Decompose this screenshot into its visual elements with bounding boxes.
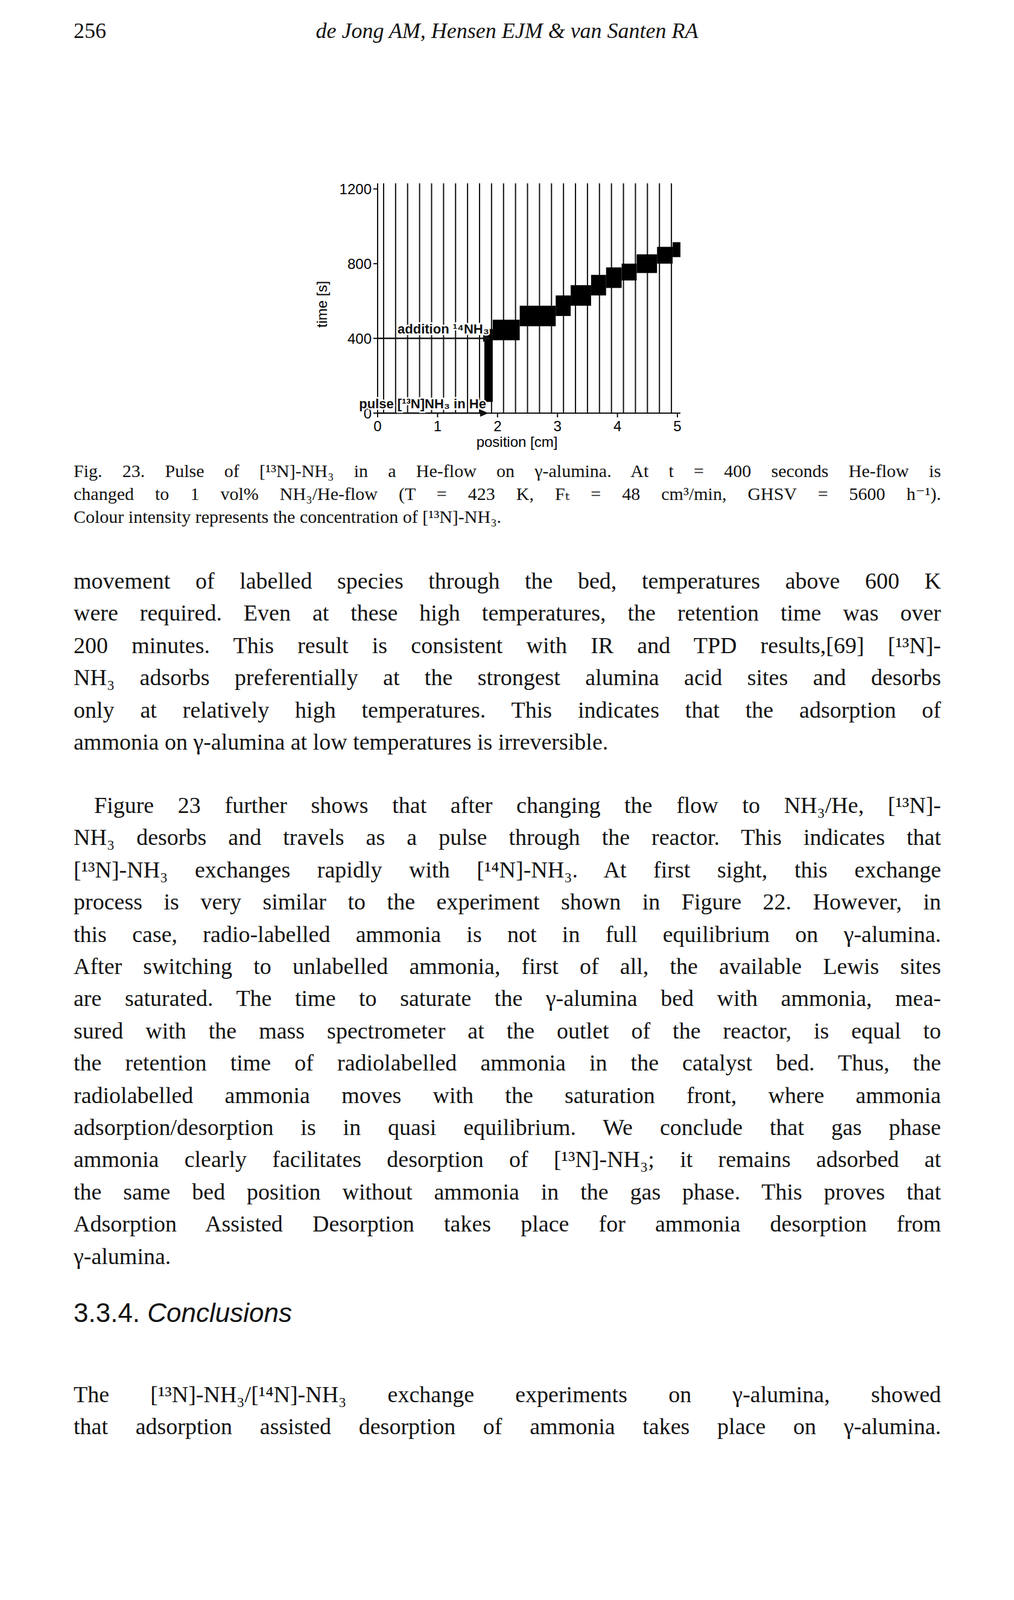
conclusion-line: The [¹³N]-NH₃/[¹⁴N]-NH₃ exchange experim… <box>73 1378 942 1411</box>
body-line: [¹³N]-NH₃ exchanges rapidly with [¹⁴N]-N… <box>73 854 942 887</box>
y-axis-label: time [s] <box>313 281 330 328</box>
bin-edge <box>658 183 660 414</box>
x-tick <box>676 413 679 418</box>
bin-edge <box>407 183 409 414</box>
figure: 01234504008001200position [cm]time [s]pu… <box>0 0 1014 459</box>
bin-edge <box>442 183 444 414</box>
x-axis <box>377 412 681 414</box>
bin-edge <box>670 183 672 414</box>
body-line: ammonia on γ-alumina at low temperatures… <box>73 726 942 759</box>
bin-edge <box>419 183 421 414</box>
activity-block <box>492 319 520 341</box>
x-tick-label: 4 <box>613 418 622 435</box>
annotation-text: addition ¹⁴NH₃ <box>397 321 490 337</box>
activity-block <box>519 305 557 327</box>
bin-edge <box>646 183 648 414</box>
body-line: adsorption/desorption is in quasi equili… <box>73 1111 942 1144</box>
bin-edge <box>634 183 636 414</box>
body-line: sured with the mass spectrometer at the … <box>73 1015 942 1048</box>
plot-marks <box>383 183 681 414</box>
caption-line: Colour intensity represents the concentr… <box>73 505 942 529</box>
x-tick-label: 3 <box>553 418 562 435</box>
x-tick-label: 0 <box>373 418 382 435</box>
bin-edge <box>515 183 517 414</box>
body-line: radiolabelled ammonia moves with the sat… <box>73 1079 942 1112</box>
body-line: After switching to unlabelled ammonia, f… <box>73 950 942 983</box>
body-line: process is very similar to the experimen… <box>73 886 942 919</box>
annotation-arrow <box>377 412 483 415</box>
body-line: this case, radio-labelled ammonia is not… <box>73 918 942 951</box>
x-tick-label: 2 <box>493 418 502 435</box>
activity-block <box>606 267 622 288</box>
body-line: ammonia clearly facilitates desorption o… <box>73 1143 942 1176</box>
activity-block <box>591 275 607 296</box>
page-number: 256 <box>73 18 107 44</box>
running-head: de Jong AM, Hensen EJM & van Santen RA <box>0 18 1014 44</box>
activity-block <box>621 263 637 281</box>
x-tick <box>556 413 558 418</box>
bin-edge <box>466 183 469 414</box>
body-line: are saturated. The time to saturate the … <box>73 982 942 1015</box>
body-line: NH₃ desorbs and travels as a pulse throu… <box>73 821 942 854</box>
caption-line: changed to 1 vol% NH₃/He-flow (T = 423 K… <box>73 482 942 506</box>
y-tick <box>373 337 378 340</box>
x-tick <box>497 413 499 418</box>
annotation-text: pulse [¹³N]NH₃ in He <box>358 396 487 412</box>
bin-edge <box>395 183 397 414</box>
bin-edge <box>454 183 457 414</box>
body-line: Adsorption Assisted Desorption takes pla… <box>73 1208 942 1241</box>
y-tick-label: 400 <box>347 330 372 347</box>
body-line: 200 minutes. This result is consistent w… <box>73 629 942 662</box>
x-tick-label: 1 <box>433 418 442 435</box>
activity-block <box>672 242 681 258</box>
body-line: movement of labelled species through the… <box>73 565 942 598</box>
x-tick-label: 5 <box>673 418 682 435</box>
bin-edge <box>383 183 385 414</box>
body-line: NH₃ adsorbs preferentially at the strong… <box>73 661 942 694</box>
body-line: only at relatively high temperatures. Th… <box>73 694 942 727</box>
annotation-arrow <box>377 337 486 340</box>
bin-edge <box>598 183 601 414</box>
section-name: Conclusions <box>147 1298 292 1328</box>
bin-edge <box>430 183 432 414</box>
y-tick <box>373 412 378 414</box>
y-tick <box>373 263 378 265</box>
caption-line: Fig. 23. Pulse of [¹³N]-NH₃ in a He-flow… <box>73 459 942 483</box>
body-line: γ-alumina. <box>73 1240 942 1273</box>
activity-block <box>555 295 571 317</box>
y-tick-label: 800 <box>347 255 372 273</box>
section-number: 3.3.4. <box>73 1298 148 1328</box>
activity-block <box>636 254 657 274</box>
bin-edge <box>538 183 540 414</box>
body-line: Figure 23 further shows that after chang… <box>94 789 942 822</box>
bin-edge <box>527 183 529 414</box>
bin-edge <box>550 183 552 414</box>
body-line: the retention time of radiolabelled ammo… <box>73 1047 942 1080</box>
activity-block <box>656 246 673 264</box>
body-line: the same bed position without ammonia in… <box>73 1176 942 1209</box>
bin-edge <box>478 183 481 414</box>
bin-edge <box>611 183 613 414</box>
x-tick <box>617 413 619 418</box>
y-tick-label: 1200 <box>339 180 372 198</box>
section-title: 3.3.4. Conclusions <box>73 1298 292 1329</box>
body-line: were required. Even at these high temper… <box>73 597 942 630</box>
y-axis <box>377 183 379 414</box>
x-axis-label: position [cm] <box>476 433 558 450</box>
conclusion-line: that adsorption assisted desorption of a… <box>73 1410 942 1443</box>
bin-edge <box>623 183 625 414</box>
bin-edge <box>503 183 505 414</box>
y-tick <box>373 188 378 190</box>
activity-block <box>570 285 592 306</box>
